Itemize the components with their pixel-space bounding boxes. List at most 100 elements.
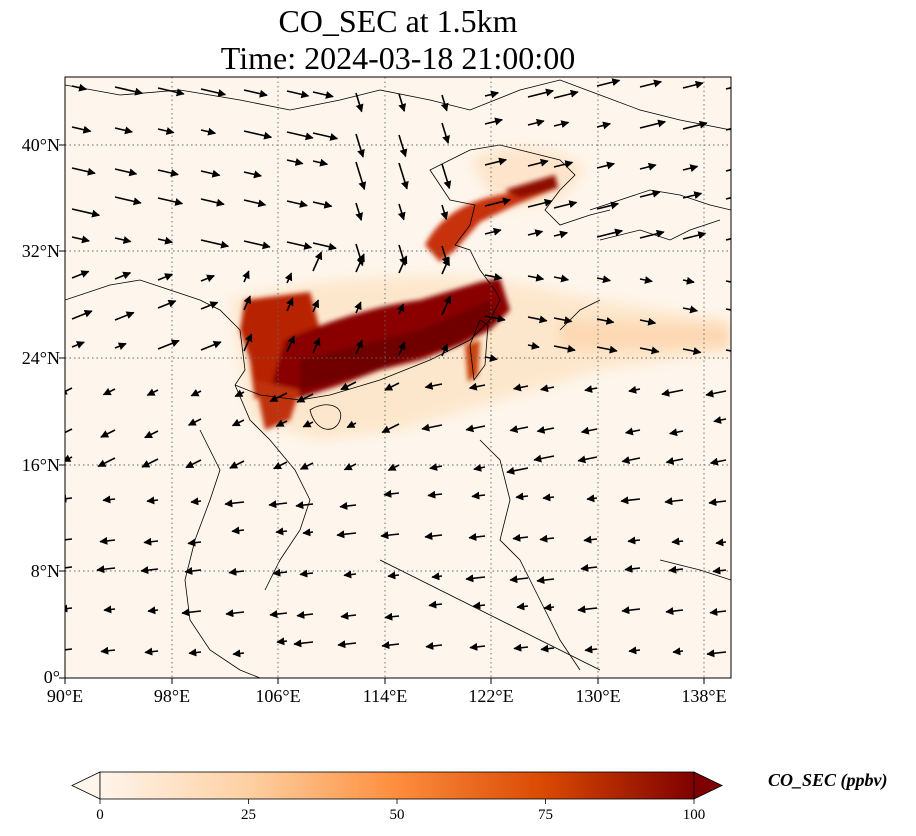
wind-arrow [354,301,362,314]
wind-arrow [725,349,731,352]
wind-arrow [286,241,313,250]
wind-arrow [639,162,657,171]
wind-arrow [200,127,217,136]
wind-arrow [516,602,529,611]
wind-arrow [355,92,364,113]
wind-arrow [157,299,177,309]
colorbar-min-extension [71,771,101,800]
wind-arrow [628,385,641,394]
wind-arrow [665,456,684,465]
wind-arrow [682,231,707,240]
wind-arrow [583,535,598,544]
wind-arrow [536,576,555,585]
wind-arrow [621,456,641,465]
wind-arrow [114,126,133,135]
wind-arrow [355,133,365,158]
wind-arrow [425,642,443,650]
wind-arrow [512,533,529,542]
wind-arrow [143,537,159,546]
wind-arrow [293,639,314,648]
wind-arrow [639,276,653,284]
wind-arrow [596,345,618,354]
wind-arrow [343,462,357,471]
wind-arrow [355,161,367,191]
wind-arrow [682,347,702,356]
lon-tick-138e: 138°E [681,686,727,706]
map-subtitle: Time: 2024-03-18 21:00:00 [220,40,576,76]
colorbar-tick-25: 25 [241,807,256,823]
lon-tick-90e: 90°E [46,686,84,706]
lat-tick-32n: 32°N [21,241,60,261]
wind-arrow [355,202,364,221]
wind-arrow [577,455,598,464]
map-title: CO_SEC at 1.5km [278,3,518,39]
wind-arrow [580,564,598,572]
wind-arrow [65,387,73,395]
wind-arrow [71,125,92,134]
wind-arrow [725,280,731,283]
wind-arrow [181,608,202,617]
wind-arrow [157,197,184,206]
lat-tick-40n: 40°N [21,135,60,155]
wind-arrow [286,335,295,353]
wind-arrow [114,271,132,280]
wind-arrow [286,200,308,208]
wind-arrow [312,251,323,272]
wind-arrow [527,158,549,167]
wind-arrow [302,420,314,428]
wind-arrow [243,333,253,352]
wind-arrow [200,88,227,97]
coastlines [65,79,731,678]
wind-arrow [553,89,579,99]
wind-arrow [275,527,288,536]
wind-arrow [190,389,202,397]
wind-arrow [228,567,245,576]
wind-arrow [468,533,486,541]
wind-arrow [99,536,116,545]
wind-arrow [231,526,245,535]
wind-arrow [100,429,116,438]
wind-arrow [65,428,73,437]
wind-arrow [224,499,245,508]
wind-arrow [421,423,443,432]
wind-arrow [484,117,503,126]
wind-arrow [596,121,611,130]
lon-tick-130e: 130°E [575,686,621,706]
wind-arrow [114,342,127,350]
wind-arrow [102,387,116,396]
wind-arrow [114,196,142,206]
lon-tick-106e: 106°E [255,686,301,706]
colorbar-tick-100: 100 [682,807,706,823]
wind-arrow [553,230,568,239]
lat-tick-24n: 24°N [21,348,60,368]
wind-arrow [65,538,73,541]
wind-arrow [553,344,576,353]
wind-arrow [624,427,641,436]
wind-arrow [639,119,666,129]
wind-arrow [200,301,219,310]
wind-arrow [715,538,727,547]
wind-arrow [242,270,250,283]
wind-arrow [71,208,101,218]
wind-arrow [527,341,540,350]
wind-arrow [553,200,578,209]
wind-arrow [586,494,598,503]
wind-arrow [596,228,623,238]
wind-arrow [682,191,703,200]
wind-arrow [398,255,408,274]
wind-arrow [157,339,180,350]
wind-arrow [682,164,699,173]
wind-arrow [65,604,73,613]
wind-arrow [65,648,73,651]
wind-arrow [543,603,555,612]
wind-arrow [343,570,357,579]
wind-arrow [639,317,657,326]
wind-arrow [527,198,553,208]
gridlines [65,77,731,678]
wind-arrow [187,538,202,547]
wind-arrow [355,253,365,273]
wind-vectors [65,78,731,658]
wind-arrow [471,491,486,500]
wind-arrow [398,162,409,190]
wind-arrow [682,120,708,130]
